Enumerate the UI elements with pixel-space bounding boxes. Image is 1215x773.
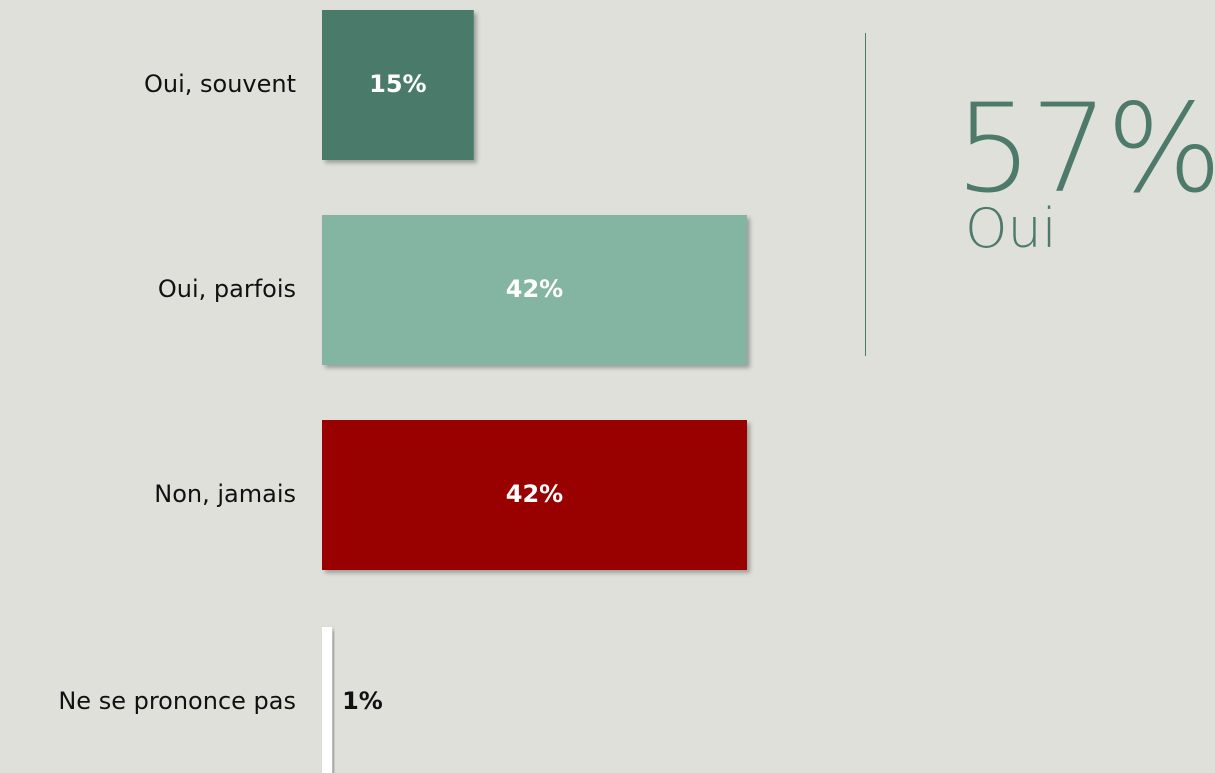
category-label: Ne se prononce pas — [58, 687, 296, 715]
bar — [322, 420, 747, 570]
category-label: Oui, parfois — [158, 275, 296, 303]
bars-group: Oui, souvent 15% Oui, parfois 42% Non, jamai… — [58, 10, 747, 773]
category-label: Non, jamais — [154, 480, 296, 508]
category-label: Oui, souvent — [144, 70, 296, 98]
summary-callout: 57% Oui — [955, 78, 1215, 260]
summary-label: Oui — [965, 197, 1057, 260]
data-label: 42% — [506, 480, 563, 508]
bar — [322, 215, 747, 365]
data-label: 42% — [506, 275, 563, 303]
bar — [322, 10, 474, 160]
summary-value: 57% — [955, 78, 1215, 220]
bar — [322, 627, 333, 773]
divider — [865, 33, 866, 356]
bar-chart: Oui, souvent 15% Oui, parfois 42% Non, jamai… — [58, 10, 747, 773]
data-label: 1% — [342, 687, 383, 715]
data-label: 15% — [369, 70, 426, 98]
